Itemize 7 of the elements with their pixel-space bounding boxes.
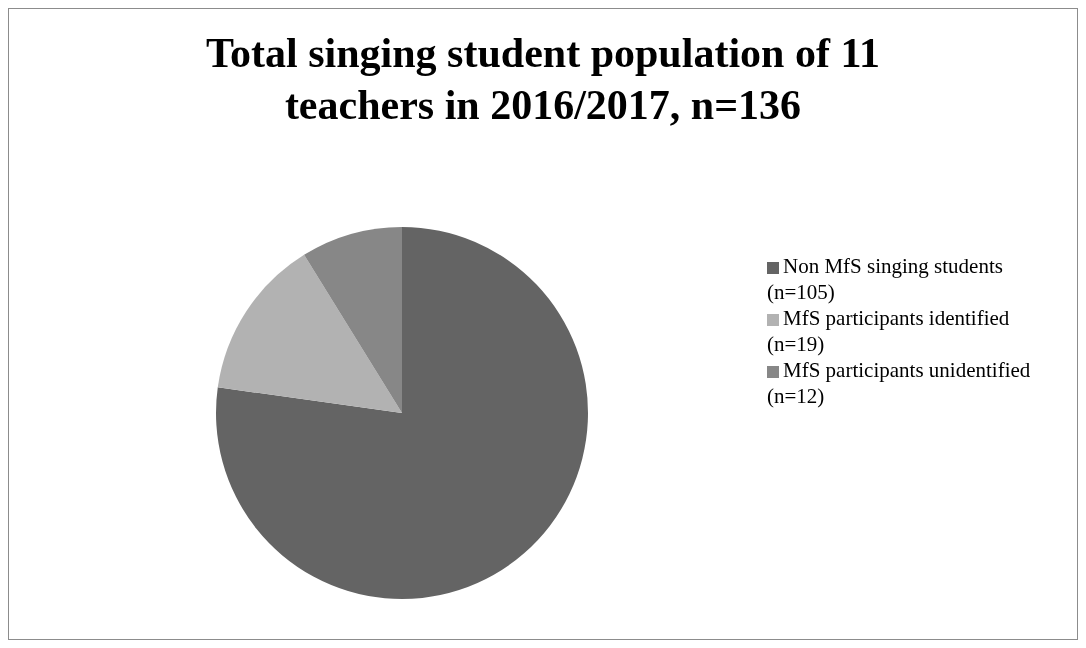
pie-slice: [217, 254, 402, 413]
legend-label: MfS participants unidentified (n=12): [767, 358, 1031, 408]
chart-title: Total singing student population of 11 teachers in 2016/2017, n=136: [204, 29, 882, 130]
pie-slice: [216, 227, 588, 599]
pie-slice: [304, 227, 402, 413]
legend-label: Non MfS singing students (n=105): [767, 254, 1003, 304]
legend-label: MfS participants identified (n=19): [767, 306, 1010, 356]
